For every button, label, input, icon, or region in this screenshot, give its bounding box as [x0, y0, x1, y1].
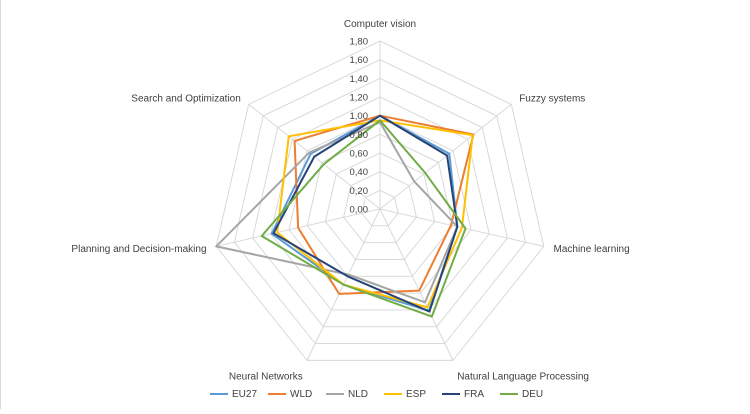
- tick-label: 0,60: [350, 149, 369, 160]
- axis-label-search-and-optimization: Search and Optimization: [131, 94, 241, 105]
- series-line-wld: [293, 114, 475, 295]
- legend-label-nld: NLD: [348, 389, 368, 400]
- axis-label-machine-learning: Machine learning: [554, 244, 630, 255]
- radar-series: [215, 114, 475, 318]
- grid-ring-3: [324, 152, 436, 260]
- tick-label: 1,80: [350, 37, 369, 48]
- spoke-fuzzy-systems: [379, 103, 512, 210]
- grid-ring-7: [252, 77, 508, 328]
- radar-grid: [215, 40, 545, 361]
- axis-label-fuzzy-systems: Fuzzy systems: [519, 94, 585, 105]
- series-line-fra: [272, 114, 459, 313]
- legend-label-esp: ESP: [406, 389, 426, 400]
- legend-label-fra: FRA: [464, 389, 484, 400]
- axis-labels: Computer vision Fuzzy systems Machine lear…: [71, 19, 629, 382]
- legend-label-deu: DEU: [522, 389, 543, 400]
- axis-label-neural-networks: Neural Networks: [229, 371, 303, 382]
- tick-label: 1,40: [350, 74, 369, 85]
- legend-label-wld: WLD: [290, 389, 312, 400]
- axis-label-natural-language-processing: Natural Language Processing: [457, 371, 589, 382]
- series-line-eu27: [270, 114, 459, 312]
- chart-legend: EU27 WLD NLD ESP FRA DEU: [210, 389, 543, 400]
- grid-ring-9: [215, 40, 545, 361]
- grid-ring-4: [306, 133, 454, 277]
- axis-label-planning-and-decision-making: Planning and Decision-making: [71, 244, 206, 255]
- tick-label: 0,80: [350, 130, 369, 141]
- grid-ring-1: [361, 189, 399, 227]
- series-line-nld: [215, 121, 459, 304]
- grid-ring-8: [233, 59, 527, 344]
- series-line-deu: [260, 119, 467, 318]
- radial-axis-ticks: 0,00 0,20 0,40 0,60 0,80 1,00 1,20 1,40 1,60 1,80: [350, 37, 369, 216]
- tick-label: 0,00: [350, 205, 369, 216]
- tick-label: 1,00: [350, 111, 369, 122]
- tick-label: 1,60: [350, 55, 369, 66]
- axis-label-computer-vision: Computer vision: [344, 19, 416, 30]
- tick-label: 0,40: [350, 167, 369, 178]
- tick-label: 1,20: [350, 93, 369, 104]
- spoke-natural-language-processing: [379, 208, 454, 361]
- series-line-esp: [276, 119, 474, 309]
- legend-label-eu27: EU27: [232, 389, 257, 400]
- grid-ring-2: [343, 171, 417, 244]
- tick-label: 0,20: [350, 186, 369, 197]
